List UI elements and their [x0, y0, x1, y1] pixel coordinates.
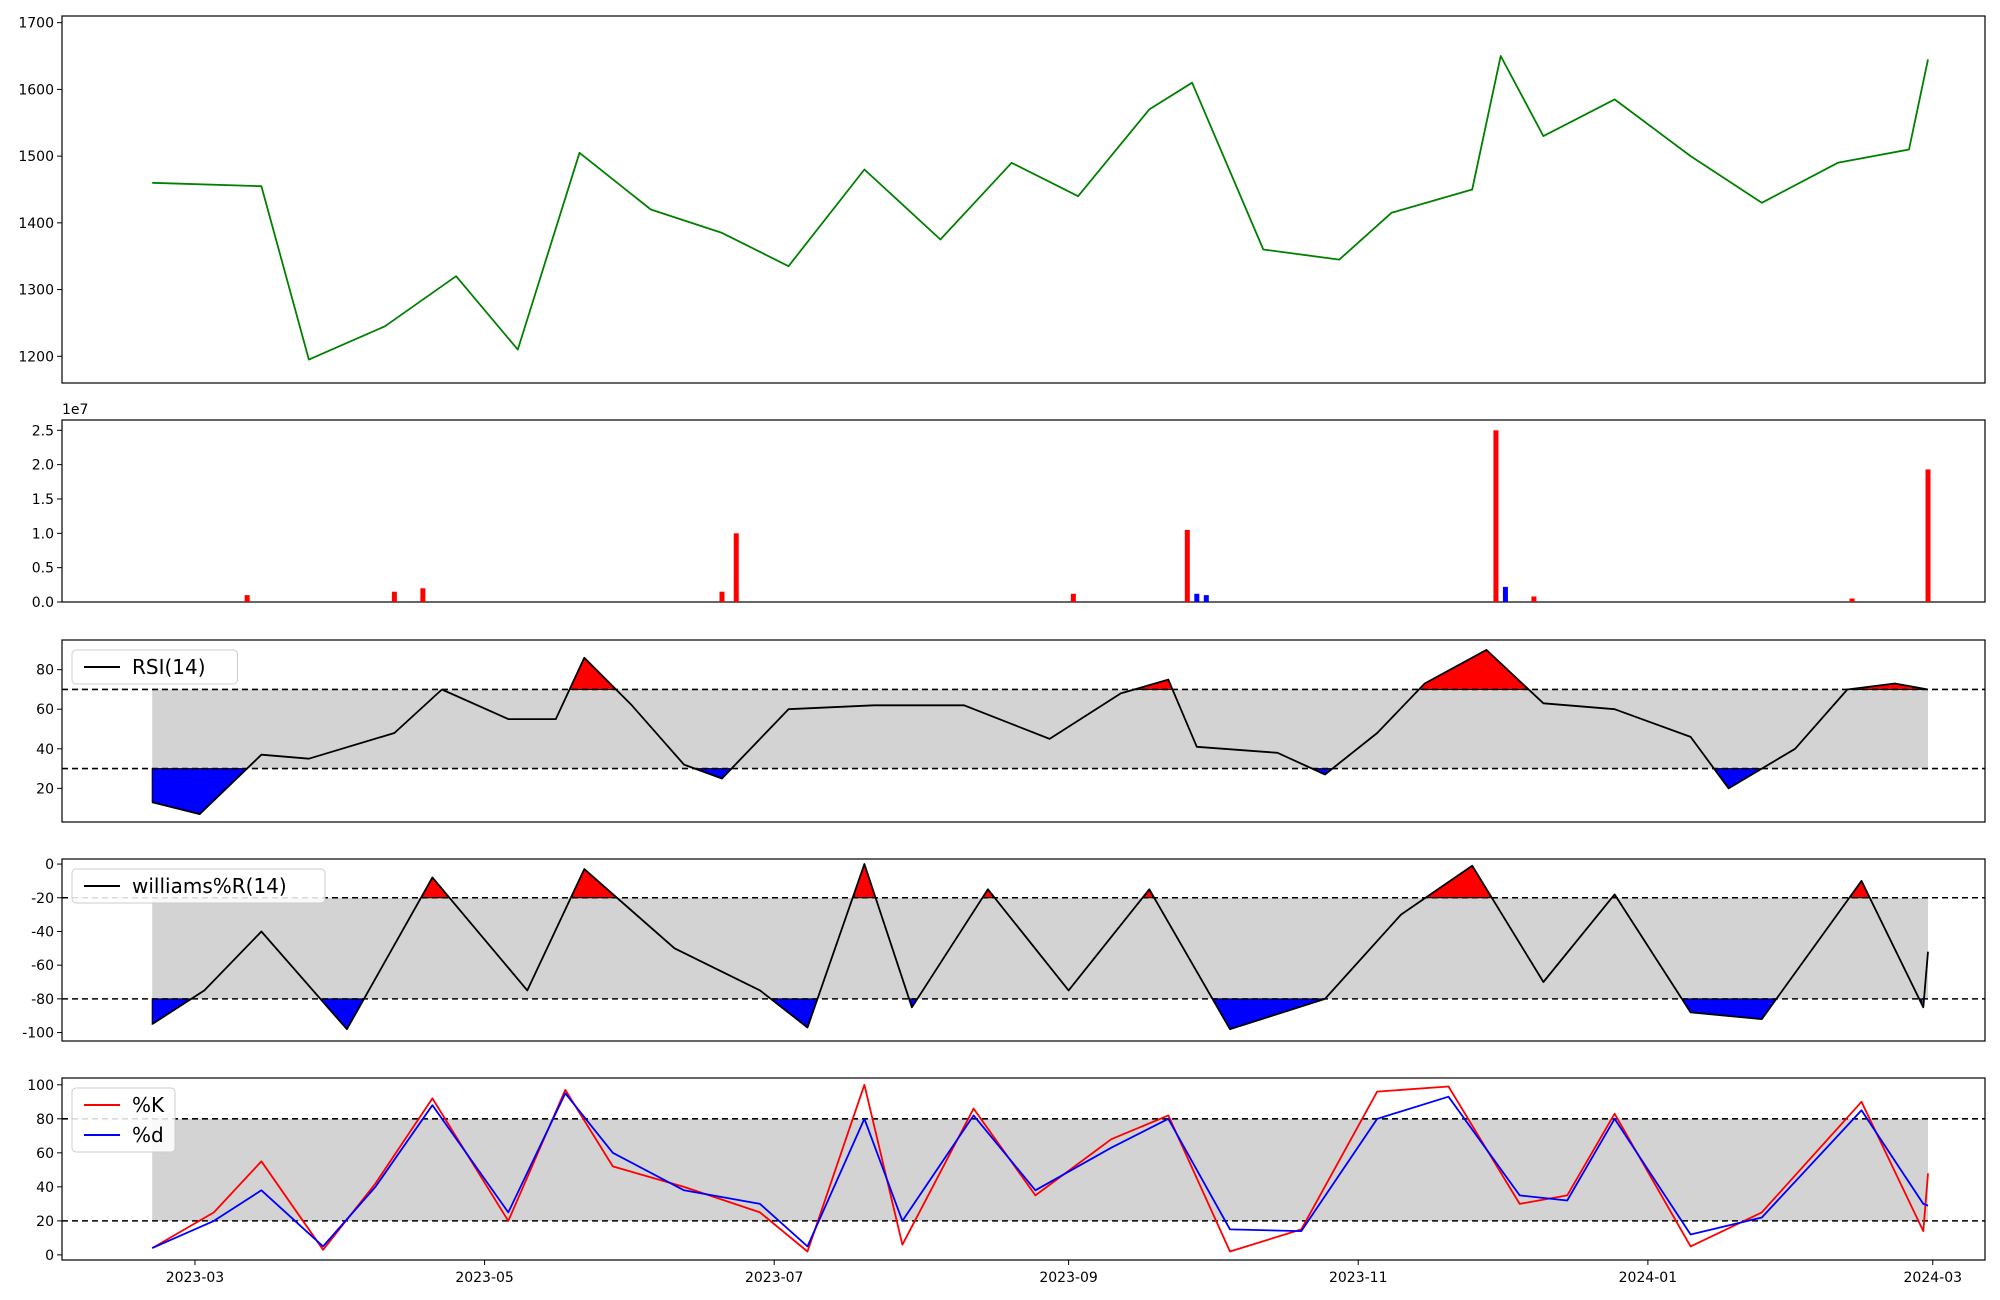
stochastic-legend-label: %K [132, 1093, 165, 1117]
volume-ytick-label: 0.0 [32, 595, 54, 611]
stochastic-ytick-label: 80 [36, 1112, 54, 1128]
x-tick-label: 2023-07 [745, 1270, 804, 1286]
price-ytick-label: 1300 [18, 283, 54, 299]
volume-bar [719, 591, 725, 602]
x-tick-label: 2023-09 [1039, 1270, 1098, 1286]
stochastic-ytick-label: 20 [36, 1214, 54, 1230]
williams-panel-frame [61, 858, 1986, 1042]
x-tick-label: 2024-01 [1619, 1270, 1678, 1286]
williams-legend-label: williams%R(14) [132, 874, 287, 898]
volume-bar [1070, 593, 1076, 602]
rsi-band [152, 689, 1929, 769]
stochastic-panel-frame [61, 1077, 1986, 1261]
volume-bar [1203, 595, 1209, 602]
volume-bar [1531, 596, 1537, 602]
x-tick-label: 2023-05 [455, 1270, 514, 1286]
williams-ytick-label: -80 [31, 992, 54, 1008]
volume-bar [1493, 430, 1499, 602]
williams-ytick-label: -20 [31, 891, 54, 907]
volume-bar [420, 588, 426, 602]
rsi-ytick-label: 40 [36, 742, 54, 758]
williams-ytick-label: -100 [22, 1026, 54, 1042]
volume-bar [733, 533, 739, 602]
rsi-line [151, 649, 1929, 815]
rsi-ytick-label: 20 [36, 781, 54, 797]
williams-ytick-label: 0 [45, 857, 54, 873]
panels: 1200 1300 1400 1500 1600 1700 0.0 0.5 1.0 1.5 2.0 2… [18, 15, 1986, 1286]
price-ytick-label: 1200 [18, 349, 54, 365]
volume-bar [1925, 469, 1931, 602]
rsi-ytick-label: 80 [36, 663, 54, 679]
volume-ytick-label: 2.5 [32, 423, 54, 439]
williams-line [151, 863, 1929, 1031]
volume-multiplier: 1e7 [62, 402, 88, 418]
stochastic-ytick-label: 60 [36, 1146, 54, 1162]
price-ytick-label: 1600 [18, 82, 54, 98]
volume-ytick-label: 2.0 [32, 458, 54, 474]
x-tick-label: 2024-03 [1904, 1270, 1963, 1286]
williams-ytick-label: -60 [31, 958, 54, 974]
price-ytick-label: 1500 [18, 149, 54, 165]
rsi-legend-label: RSI(14) [132, 655, 206, 679]
volume-panel-frame [61, 419, 1986, 603]
volume-ytick-label: 1.5 [32, 492, 54, 508]
volume-bar [1184, 529, 1190, 602]
volume-bar [244, 595, 250, 602]
volume-bar [1502, 586, 1508, 602]
stochastic-d-line [151, 1092, 1929, 1249]
stochastic-ytick-label: 0 [45, 1248, 54, 1264]
volume-bar [391, 591, 397, 602]
volume-bar [1849, 598, 1855, 602]
stochastic-ytick-label: 40 [36, 1180, 54, 1196]
stochastic-legend-label: %d [132, 1123, 164, 1147]
price-line [152, 55, 1929, 361]
price-ytick-label: 1700 [18, 16, 54, 32]
x-tick-label: 2023-11 [1329, 1270, 1388, 1286]
volume-bar [1194, 593, 1200, 602]
volume-ytick-label: 0.5 [32, 561, 54, 577]
volume-ytick-label: 1.0 [32, 526, 54, 542]
rsi-panel-frame [61, 639, 1986, 823]
x-tick-label: 2023-03 [166, 1270, 225, 1286]
price-ytick-label: 1400 [18, 216, 54, 232]
williams-band [152, 897, 1929, 999]
stochastic-ytick-label: 100 [27, 1078, 54, 1094]
price-panel-frame [61, 15, 1986, 384]
rsi-legend [71, 649, 238, 685]
williams-legend [71, 868, 326, 904]
stochastic-band [152, 1118, 1929, 1221]
williams-ytick-label: -40 [31, 924, 54, 940]
rsi-ytick-label: 60 [36, 702, 54, 718]
